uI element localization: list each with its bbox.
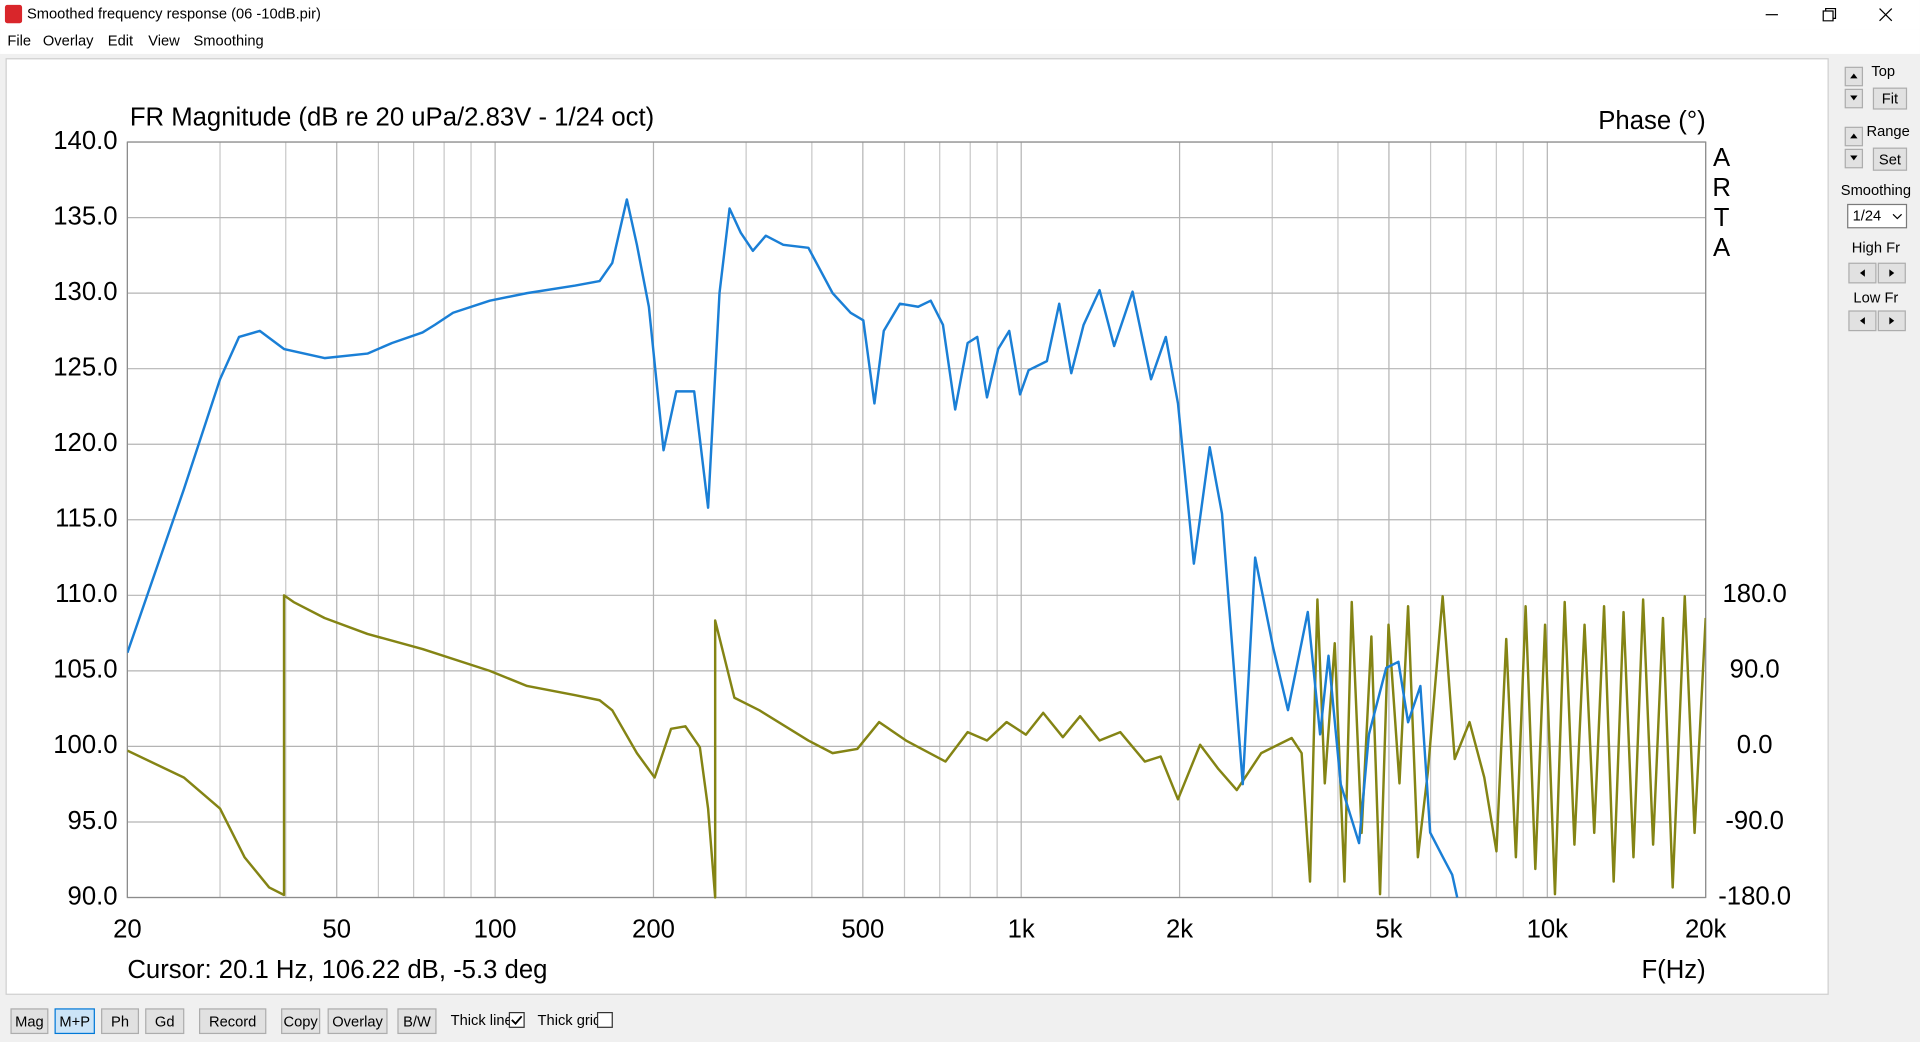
arrow-icon: [1859, 269, 1865, 277]
menu-item[interactable]: Edit: [108, 34, 133, 50]
y2-tick-label: -180.0: [1718, 882, 1791, 910]
panel-label: High Fr: [1852, 240, 1900, 256]
toolbar-button-label: Gd: [155, 1014, 175, 1030]
arrow-icon: [1889, 269, 1895, 277]
arrow-icon: [1850, 155, 1858, 161]
watermark-letter: R: [1712, 174, 1731, 202]
checkbox-label: Thick line: [451, 1013, 513, 1029]
window-title: Smoothed frequency response (06 -10dB.pi…: [27, 7, 321, 23]
fit-button-label: Fit: [1882, 92, 1898, 108]
arrow-icon: [1889, 317, 1895, 325]
set-button-label: Set: [1879, 152, 1901, 168]
chart-title: FR Magnitude (dB re 20 uPa/2.83V - 1/24 …: [130, 104, 654, 132]
x-tick-label: 200: [632, 915, 675, 943]
close[interactable]: [1879, 8, 1893, 22]
x-tick-label: 100: [474, 915, 517, 943]
plot-frame: [126, 141, 1707, 899]
app-icon: [4, 4, 23, 24]
panel-label: Top: [1871, 64, 1895, 80]
toolbar-button[interactable]: [281, 1008, 321, 1035]
y-tick-label: 95.0: [68, 807, 118, 835]
toolbar-button[interactable]: [327, 1008, 388, 1035]
y-tick-label: 100.0: [53, 731, 117, 759]
x-tick-label: 500: [841, 915, 884, 943]
dropdown-arrow: [1892, 213, 1903, 220]
y2-tick-label: 180.0: [1722, 580, 1786, 608]
toolbar-button-label: Record: [209, 1014, 256, 1030]
toolbar-button[interactable]: [10, 1008, 49, 1035]
toolbar-button-label: Mag: [15, 1014, 44, 1030]
panel-label: Smoothing: [1841, 183, 1911, 199]
checkbox[interactable]: [508, 1012, 525, 1028]
y2-tick-label: -90.0: [1725, 807, 1784, 835]
menu-item[interactable]: View: [148, 34, 180, 50]
arrow-icon: [1850, 73, 1858, 79]
series-line: [127, 198, 1459, 898]
arrow-icon: [1850, 95, 1858, 101]
chart-area: [5, 58, 1829, 995]
x-tick-label: 1k: [1008, 915, 1035, 943]
toolbar-button-label: Copy: [283, 1014, 318, 1030]
y2-tick-label: 90.0: [1730, 656, 1780, 684]
toolbar-button[interactable]: [199, 1008, 267, 1035]
series-line: [127, 594, 1706, 899]
y-tick-label: 90.0: [68, 882, 118, 910]
set-button[interactable]: [1872, 147, 1908, 171]
toolbar-button[interactable]: [145, 1008, 185, 1035]
x-tick-label: 2k: [1166, 915, 1193, 943]
y-tick-label: 130.0: [53, 278, 117, 306]
x-tick-label: 50: [322, 915, 351, 943]
restore[interactable]: [1822, 7, 1837, 22]
smoothing-value: 1/24: [1853, 209, 1882, 225]
title-bar: [0, 0, 1920, 30]
toolbar-button-label: M+P: [59, 1014, 90, 1030]
toolbar-button[interactable]: [54, 1008, 95, 1035]
watermark-letter: T: [1714, 204, 1730, 232]
side-panel: [1830, 58, 1920, 995]
arrow-icon: [1850, 133, 1858, 139]
y-tick-label: 120.0: [53, 429, 117, 457]
y2-title: Phase (°): [1598, 107, 1705, 135]
toolbar-button-label: Overlay: [332, 1014, 383, 1030]
checkbox[interactable]: [596, 1012, 613, 1028]
y-tick-label: 110.0: [55, 580, 117, 608]
x-axis-label: F(Hz): [1641, 956, 1705, 984]
y-tick-label: 125.0: [53, 353, 117, 381]
x-tick-label: 20: [113, 915, 142, 943]
y-tick-label: 115.0: [55, 505, 117, 533]
x-tick-label: 5k: [1375, 915, 1402, 943]
fit-button[interactable]: [1872, 87, 1908, 110]
panel-label: Low Fr: [1853, 291, 1898, 307]
toolbar-button-label: B/W: [403, 1014, 431, 1030]
menu-item[interactable]: Smoothing: [193, 34, 263, 50]
y-tick-label: 140.0: [53, 127, 117, 155]
x-tick-label: 20k: [1685, 915, 1727, 943]
menu-bar: [0, 29, 1920, 54]
menu-item[interactable]: File: [7, 34, 31, 50]
arrow-icon: [1859, 317, 1865, 325]
y2-tick-label: 0.0: [1737, 731, 1773, 759]
toolbar-button-label: Ph: [111, 1014, 129, 1030]
cursor-readout: Cursor: 20.1 Hz, 106.22 dB, -5.3 deg: [127, 956, 547, 984]
y-tick-label: 105.0: [53, 656, 117, 684]
toolbar-button[interactable]: [397, 1008, 437, 1035]
x-tick-label: 10k: [1527, 915, 1569, 943]
y-tick-label: 135.0: [53, 202, 117, 230]
menu-item[interactable]: Overlay: [43, 34, 94, 50]
watermark-letter: A: [1713, 144, 1731, 172]
checkbox-label: Thick grid: [538, 1013, 602, 1029]
panel-label: Range: [1866, 124, 1909, 140]
smoothing-select[interactable]: [1847, 203, 1908, 229]
checkmark: [511, 1015, 523, 1025]
watermark-letter: A: [1713, 234, 1731, 262]
toolbar-button[interactable]: [101, 1008, 140, 1035]
